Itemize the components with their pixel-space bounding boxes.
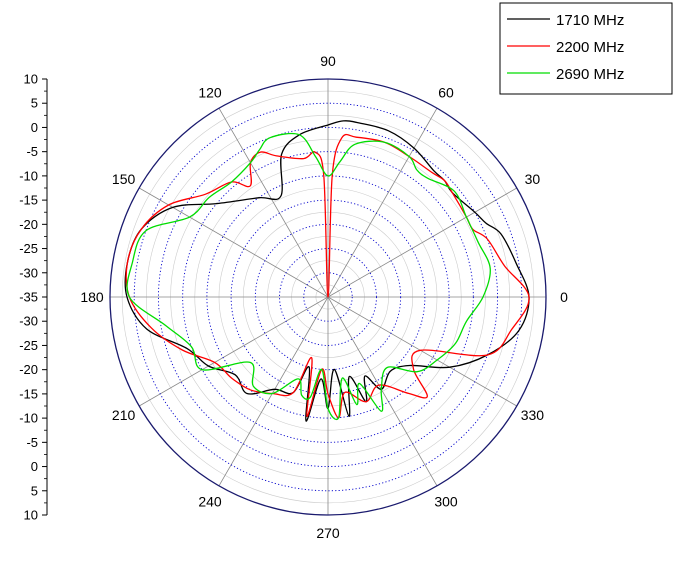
legend: 1710 MHz 2200 MHz 2690 MHz — [499, 2, 673, 95]
radial-tick-label: -15 — [19, 386, 38, 401]
angle-label: 120 — [198, 85, 222, 101]
angle-label: 180 — [80, 289, 104, 305]
spoke — [327, 187, 517, 298]
radial-ring — [230, 199, 426, 395]
radial-ring — [279, 248, 377, 346]
radial-tick-label: -20 — [19, 362, 38, 377]
outer-ring — [109, 78, 547, 516]
radial-tick-label: 5 — [31, 483, 38, 498]
series-lines — [124, 120, 530, 422]
radial-tick-label: -25 — [19, 241, 38, 256]
spoke — [327, 108, 438, 298]
spoke — [218, 296, 329, 486]
angle-label: 330 — [521, 407, 545, 423]
radial-tick-label: -20 — [19, 217, 38, 232]
radial-tick-label: -30 — [19, 265, 38, 280]
angle-label: 300 — [434, 493, 458, 509]
radial-tick-label: 0 — [31, 459, 38, 474]
legend-label: 2200 MHz — [556, 39, 624, 56]
angle-label: 240 — [198, 493, 222, 509]
spoke — [218, 108, 329, 298]
radial-tick-label: -15 — [19, 193, 38, 208]
radial-axis: 10 5 0 -5 -10 -15 -20 -25 -30 -35 -30 -25 -20 -15 -10 -… — [19, 72, 48, 523]
series-line — [126, 132, 491, 421]
radial-ring — [206, 175, 450, 419]
angle-label: 30 — [525, 171, 541, 187]
angle-labels: 0 30 60 90 120 150 180 210 240 270 300 330 — [80, 53, 568, 541]
radial-tick-label: -5 — [26, 144, 38, 159]
radial-tick-label: -5 — [26, 435, 38, 450]
angle-label: 90 — [320, 53, 336, 69]
legend-box — [499, 2, 673, 95]
radial-tick-label: -35 — [19, 290, 38, 305]
radial-ring — [157, 126, 499, 468]
radial-tick-label: 10 — [24, 72, 38, 87]
radial-ring — [303, 272, 353, 322]
spoke — [139, 296, 329, 407]
angle-label: 270 — [316, 525, 340, 541]
angle-label: 0 — [560, 289, 568, 305]
radial-tick-label: 0 — [31, 120, 38, 135]
spoke — [327, 296, 517, 407]
radial-tick-label: -10 — [19, 168, 38, 183]
radial-ring — [254, 223, 402, 371]
angle-label: 60 — [438, 85, 454, 101]
legend-label: 1710 MHz — [556, 12, 624, 29]
angle-label: 210 — [112, 407, 136, 423]
legend-label: 2690 MHz — [556, 66, 624, 83]
radial-grid-rings — [133, 102, 523, 492]
radial-tick-label: 5 — [31, 96, 38, 111]
radial-ring — [182, 151, 474, 443]
angle-label: 150 — [112, 171, 136, 187]
series-line — [124, 120, 530, 422]
radial-tick-label: -25 — [19, 338, 38, 353]
spoke — [139, 187, 329, 298]
radial-tick-label: 10 — [24, 508, 38, 523]
spoke — [327, 296, 438, 486]
radial-tick-label: -10 — [19, 411, 38, 426]
angular-spokes — [110, 79, 546, 515]
radial-tick-label: -30 — [19, 314, 38, 329]
radial-ring — [133, 102, 523, 492]
